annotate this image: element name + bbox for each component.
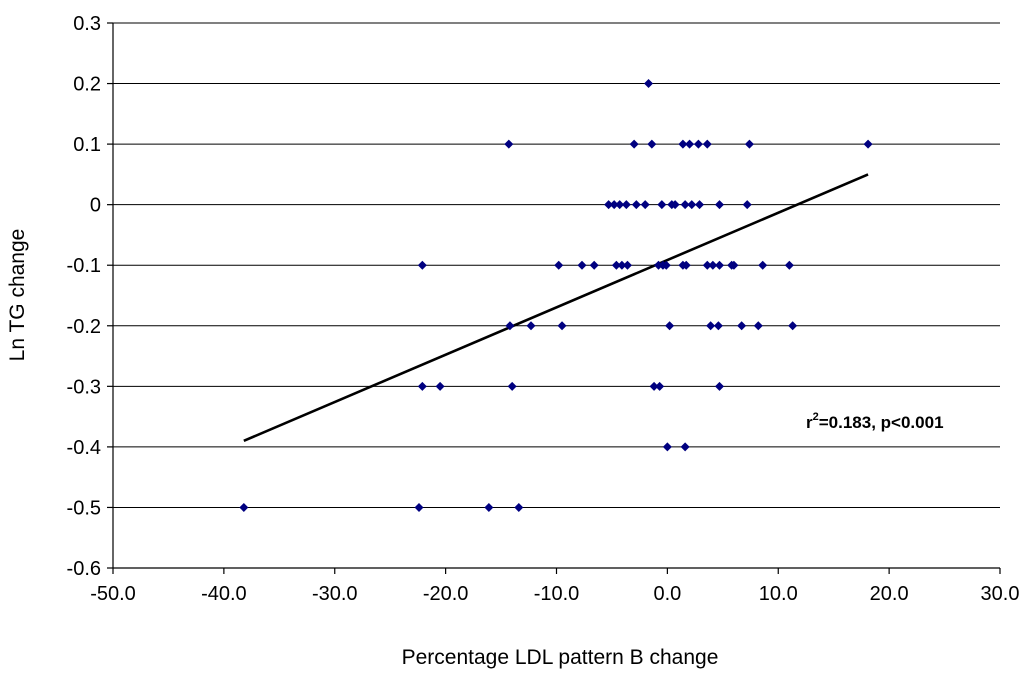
data-point (737, 321, 747, 331)
x-tick-label: -50.0 (90, 583, 136, 605)
x-tick-label: -30.0 (312, 583, 358, 605)
y-tick-label: 0.3 (73, 13, 101, 35)
axes (107, 22, 1001, 574)
data-point (680, 200, 690, 210)
data-point (729, 260, 739, 270)
data-point (708, 260, 718, 270)
y-tick-label: 0.1 (73, 134, 101, 156)
data-point (784, 260, 794, 270)
data-point (685, 139, 695, 149)
data-point (702, 139, 712, 149)
data-point (753, 321, 763, 331)
r-symbol: r (806, 413, 813, 432)
data-point (604, 200, 614, 210)
y-tick-label: -0.3 (67, 376, 101, 398)
x-tick-label: 0.0 (653, 583, 681, 605)
data-point (640, 200, 650, 210)
r-squared-annotation: r2=0.183, p<0.001 (806, 411, 944, 432)
data-point (629, 139, 639, 149)
x-tick-label: -10.0 (534, 583, 580, 605)
y-tick-label: -0.4 (67, 437, 101, 459)
data-point (417, 381, 427, 391)
data-point (507, 381, 517, 391)
data-point (417, 260, 427, 270)
data-point (702, 260, 712, 270)
data-point (514, 502, 524, 512)
y-tick-label: 0.2 (73, 74, 101, 96)
tick-labels: -0.6 -0.5 -0.4 -0.3 -0.2 -0.1 0 0.1 0.2 0.3 -50.0 -… (67, 13, 1020, 605)
data-point (662, 442, 672, 452)
data-point (622, 260, 632, 270)
data-point (615, 200, 625, 210)
data-point (577, 260, 587, 270)
data-point (649, 381, 659, 391)
data-point (680, 442, 690, 452)
data-point (713, 321, 723, 331)
y-tick-label: -0.2 (67, 316, 101, 338)
data-point (714, 381, 724, 391)
y-tick-label: -0.6 (67, 558, 101, 580)
data-point (617, 260, 627, 270)
data-point (695, 200, 705, 210)
data-point (644, 79, 654, 89)
data-point (714, 260, 724, 270)
data-point (657, 200, 667, 210)
data-point (589, 260, 599, 270)
data-point (693, 139, 703, 149)
data-point (505, 321, 515, 331)
data-point (714, 200, 724, 210)
x-tick-label: 20.0 (870, 583, 909, 605)
data-point (655, 381, 665, 391)
data-point (788, 321, 798, 331)
data-points (239, 79, 873, 512)
y-tick-label: 0 (90, 195, 101, 217)
x-tick-label: -20.0 (423, 583, 469, 605)
data-point (611, 260, 621, 270)
data-point (504, 139, 514, 149)
trendline (243, 173, 869, 443)
x-axis-title: Percentage LDL pattern B change (402, 646, 719, 669)
data-point (863, 139, 873, 149)
data-point (665, 321, 675, 331)
x-tick-label: 10.0 (759, 583, 798, 605)
data-point (661, 260, 671, 270)
data-point (484, 502, 494, 512)
data-point (647, 139, 657, 149)
data-point (687, 200, 697, 210)
data-point (239, 502, 249, 512)
data-point (631, 200, 641, 210)
data-point (609, 200, 619, 210)
y-axis-title: Ln TG change (6, 229, 29, 362)
r-squared-superscript: 2 (813, 411, 819, 423)
data-point (670, 200, 680, 210)
x-tick-label: 30.0 (981, 583, 1020, 605)
data-point (526, 321, 536, 331)
data-point (758, 260, 768, 270)
data-point (744, 139, 754, 149)
data-point (742, 200, 752, 210)
data-point (678, 139, 688, 149)
data-point (621, 200, 631, 210)
annotation-text: =0.183, p<0.001 (819, 413, 944, 432)
data-point (557, 321, 567, 331)
trendline-layer (243, 173, 869, 443)
data-point (414, 502, 424, 512)
y-tick-label: -0.5 (67, 497, 101, 519)
data-point (681, 260, 691, 270)
data-point (706, 321, 716, 331)
data-point (435, 381, 445, 391)
data-point (554, 260, 564, 270)
y-tick-label: -0.1 (67, 255, 101, 277)
x-tick-label: -40.0 (201, 583, 247, 605)
